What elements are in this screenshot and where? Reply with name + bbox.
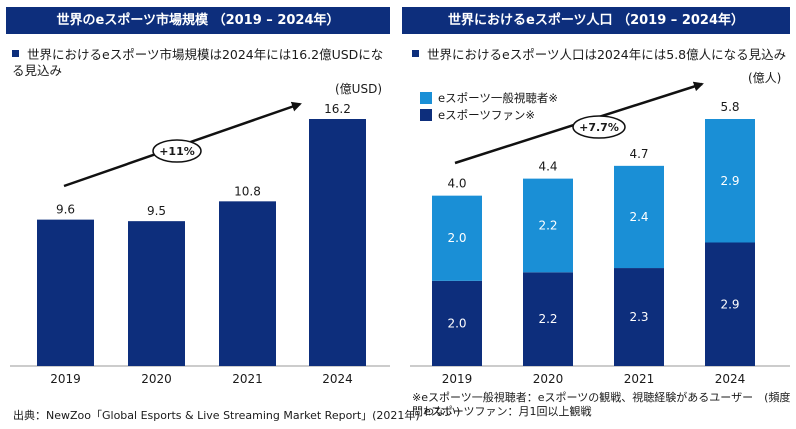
cagr-badge — [572, 115, 626, 139]
segment-value-label: 2.0 — [447, 316, 466, 330]
left-bullet-text: 世界におけるeスポーツ市場規模は2024年には16.2億USDになる見込み — [12, 47, 390, 79]
population-chart: 2.0 2.0 4.0 2019 2.2 2.2 4.4 2020 2.3 2.4 4.7 2021 2… — [410, 81, 790, 386]
bar-2024 — [309, 119, 366, 366]
viewer-bar-2024 — [705, 119, 755, 243]
bar-value-label: 16.2 — [324, 102, 351, 116]
bullet-square-icon — [412, 50, 419, 57]
bar-2019 — [37, 219, 94, 366]
left-bullet-label: 世界におけるeスポーツ市場規模は2024年には16.2億USDになる見込み — [12, 47, 384, 78]
legend-item-fans: eスポーツファン※ — [420, 108, 535, 122]
x-tick-label: 2021 — [232, 372, 263, 386]
legend-label-fans: eスポーツファン※ — [438, 108, 535, 122]
viewer-bar-2019 — [432, 195, 482, 281]
segment-value-label: 2.2 — [538, 312, 557, 326]
fan-bar-2020 — [523, 272, 573, 366]
legend-swatch-fans — [420, 108, 432, 121]
segment-value-label: 2.9 — [720, 297, 739, 311]
bar-value-label: 9.6 — [56, 203, 75, 217]
legend-swatch-viewers — [420, 91, 432, 104]
bar-value-label: 9.5 — [147, 204, 166, 218]
fan-bar-2019 — [432, 280, 482, 366]
segment-value-label: 2.3 — [629, 310, 648, 324]
total-value-label: 4.4 — [538, 160, 557, 174]
left-panel-title: 世界のeスポーツ市場規模 （2019 – 2024年） — [6, 7, 390, 34]
source-note: 出典：NewZoo「Global Esports & Live Streamin… — [13, 409, 420, 422]
x-tick-label: 2020 — [533, 372, 564, 386]
viewer-bar-2021 — [614, 165, 664, 269]
footnote-viewers: ※eスポーツ一般視聴者：eスポーツの観戦、視聴経験があるユーザー (頻度問わない… — [412, 391, 791, 418]
segment-value-label: 2.4 — [629, 210, 648, 224]
legend-item-viewers: eスポーツ一般視聴者※ — [420, 91, 558, 105]
x-tick-label: 2024 — [322, 372, 353, 386]
right-panel-title: 世界におけるeスポーツ人口 （2019 – 2024年） — [402, 7, 790, 34]
total-value-label: 5.8 — [720, 100, 739, 114]
cagr-label: +7.7% — [579, 121, 619, 134]
footnote-fans: eスポーツファン：月1回以上観戦 — [424, 405, 592, 418]
bullet-square-icon — [12, 50, 19, 57]
cagr-badge — [152, 139, 202, 163]
left-unit-label: (億USD) — [335, 82, 383, 96]
cagr-label: +11% — [159, 145, 195, 158]
right-unit-label: (億人) — [748, 71, 782, 85]
x-tick-label: 2021 — [624, 372, 655, 386]
segment-value-label: 2.0 — [447, 231, 466, 245]
x-tick-label: 2019 — [442, 372, 473, 386]
legend-label-viewers: eスポーツ一般視聴者※ — [438, 91, 558, 105]
right-bullet-label: 世界におけるeスポーツ人口は2024年には5.8億人になる見込み — [427, 47, 787, 62]
x-tick-label: 2024 — [715, 372, 746, 386]
market-size-chart: 9.6 2019 9.5 2020 10.8 2021 16.2 2024 +11% — [10, 101, 390, 386]
bar-2020 — [128, 221, 185, 366]
segment-value-label: 2.9 — [720, 174, 739, 188]
viewer-bar-2020 — [523, 178, 573, 273]
segment-value-label: 2.2 — [538, 218, 557, 232]
bar-value-label: 10.8 — [234, 184, 261, 198]
fan-bar-2024 — [705, 242, 755, 366]
x-tick-label: 2020 — [141, 372, 172, 386]
right-bullet-text: 世界におけるeスポーツ人口は2024年には5.8億人になる見込み — [412, 47, 790, 63]
x-tick-label: 2019 — [50, 372, 81, 386]
total-value-label: 4.7 — [629, 147, 648, 161]
bar-2021 — [219, 201, 276, 366]
total-value-label: 4.0 — [447, 177, 466, 191]
fan-bar-2021 — [614, 268, 664, 366]
